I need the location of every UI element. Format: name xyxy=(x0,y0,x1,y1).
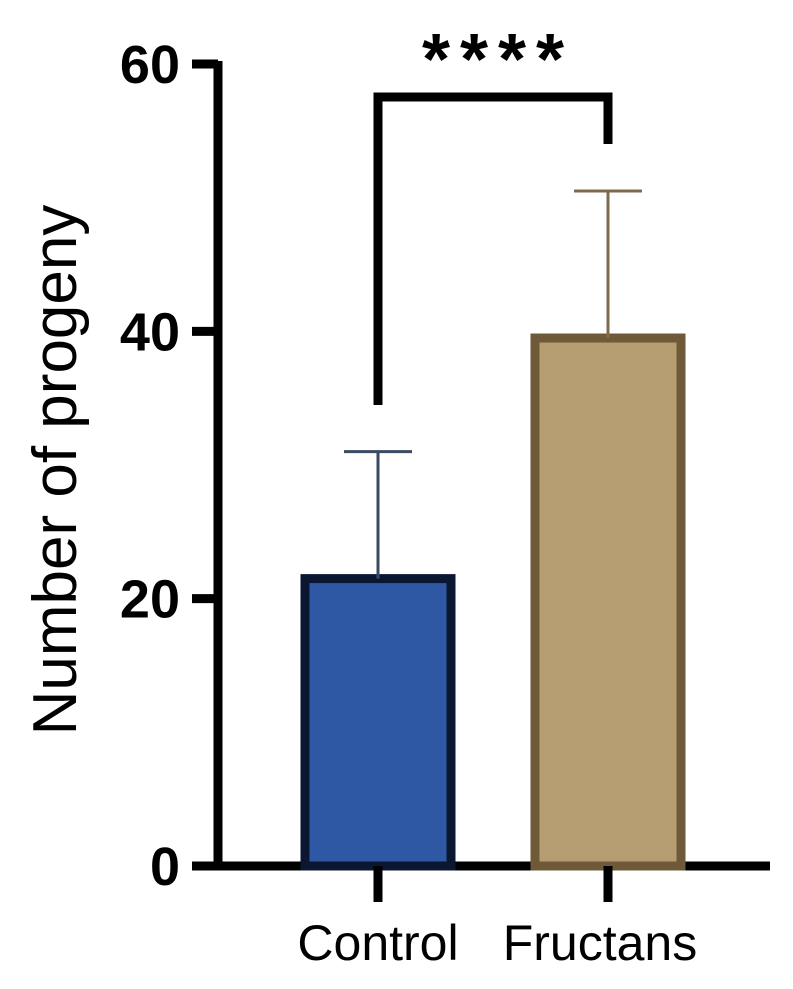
y-tick-label-0: 0 xyxy=(150,837,180,897)
y-ticks: 0 20 40 60 xyxy=(120,35,218,897)
y-tick-label-40: 40 xyxy=(120,302,180,362)
significance-bracket-line xyxy=(373,92,613,405)
bar-fructans xyxy=(530,333,686,871)
y-tick-label-60: 60 xyxy=(120,35,180,95)
axes xyxy=(213,61,770,871)
x-ticks: Control Fructans xyxy=(297,866,697,971)
bars xyxy=(300,333,686,871)
y-axis-title: Number of progeny xyxy=(21,205,90,736)
significance-bracket: **** xyxy=(373,20,613,405)
bar-control xyxy=(300,574,456,871)
error-bars xyxy=(344,189,642,579)
significance-label: **** xyxy=(422,20,574,100)
x-tick-label-fructans: Fructans xyxy=(503,915,698,971)
x-tick-label-control: Control xyxy=(297,915,458,971)
y-tick-label-20: 20 xyxy=(120,570,180,630)
